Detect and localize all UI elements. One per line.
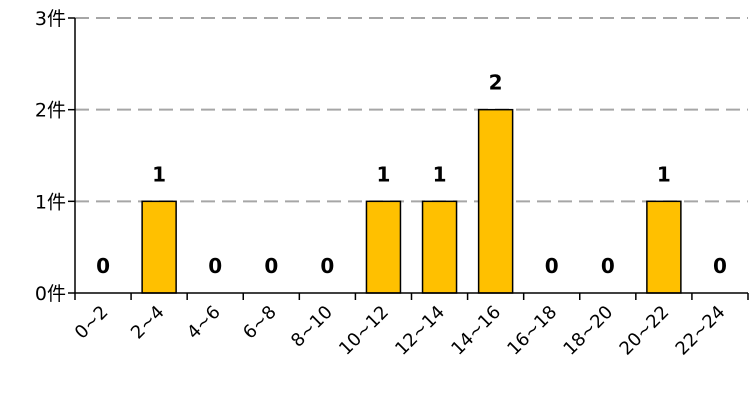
data-label: 0 (601, 254, 615, 278)
x-category-label: 0~2 (71, 302, 113, 344)
data-label: 1 (376, 162, 390, 186)
data-label: 0 (96, 254, 110, 278)
x-category-label: 14~16 (447, 302, 505, 360)
grid-lines (75, 17, 748, 203)
y-tick-labels: 0件 1件 2件 3件 (35, 8, 66, 305)
axes (68, 17, 749, 300)
data-label: 0 (208, 254, 222, 278)
data-label: 0 (264, 254, 278, 278)
y-tick-label: 1件 (35, 191, 66, 213)
x-category-label: 6~8 (239, 302, 281, 344)
x-category-label: 8~10 (287, 302, 337, 352)
data-label: 0 (320, 254, 334, 278)
data-label: 1 (657, 162, 671, 186)
x-category-label: 20~22 (616, 302, 674, 360)
data-label: 0 (545, 254, 559, 278)
bar-14~16 (477, 108, 514, 294)
bar-12~14 (421, 200, 458, 294)
y-tick-label: 3件 (35, 8, 66, 30)
data-label: 1 (152, 162, 166, 186)
y-tick-label: 2件 (35, 100, 66, 122)
x-category-label: 22~24 (672, 302, 730, 360)
x-category-label: 16~18 (503, 302, 561, 360)
bar-2~4 (141, 200, 177, 294)
x-category-label: 4~6 (183, 302, 225, 344)
x-category-label: 12~14 (391, 302, 449, 360)
x-category-labels: 0~2 2~4 4~6 6~8 8~1010~1212~1414~1616~1818~2… (71, 302, 730, 360)
bar-10~12 (365, 200, 402, 294)
x-category-label: 2~4 (127, 302, 169, 344)
bars (141, 108, 682, 294)
data-labels: 0 1 0 0 0 1 1 2 0 0 1 0 (96, 71, 727, 278)
x-category-label: 10~12 (335, 302, 393, 360)
data-label: 2 (489, 71, 503, 95)
data-label: 0 (713, 254, 727, 278)
x-category-label: 18~20 (559, 302, 617, 360)
data-label: 1 (433, 162, 447, 186)
bar-20~22 (646, 200, 682, 294)
y-tick-label: 0件 (35, 283, 66, 305)
